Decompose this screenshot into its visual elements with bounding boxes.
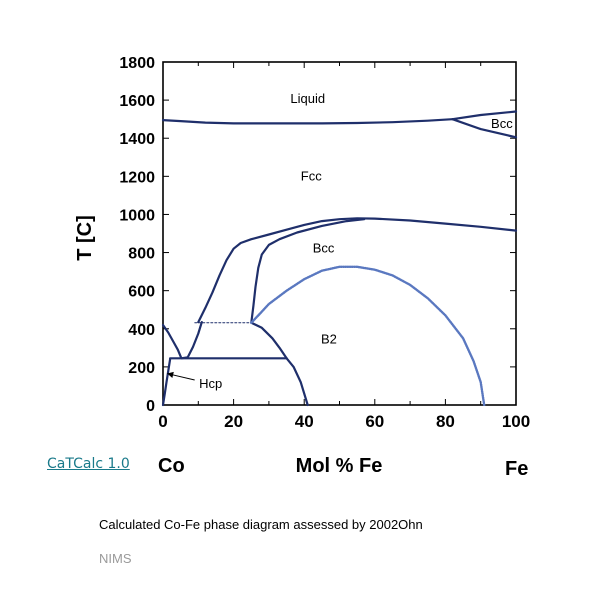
phase-boundary-line (161, 358, 172, 407)
plot-area (162, 61, 517, 406)
phase-boundary-line (451, 110, 518, 121)
y-tick-label: 200 (128, 360, 155, 377)
hcp-arrow-head (167, 371, 174, 379)
y-axis-label: T [C] (74, 215, 96, 261)
phase-boundary-line (197, 217, 518, 324)
x-tick-label: 100 (502, 412, 530, 431)
x-tick-label: 60 (365, 412, 384, 431)
y-tick-label: 800 (128, 246, 155, 263)
y-tick-label: 1800 (119, 55, 155, 72)
y-tick-label: 1600 (119, 93, 155, 110)
x-tick-label: 80 (436, 412, 455, 431)
region-label: Hcp (199, 376, 222, 391)
x-tick-label: 0 (158, 412, 167, 431)
y-tick-label: 600 (128, 284, 155, 301)
region-label: Bcc (491, 116, 513, 131)
figure-caption: Calculated Co-Fe phase diagram assessed … (99, 517, 423, 532)
right-endpoint-label: Fe (505, 458, 528, 480)
y-tick-label: 0 (146, 398, 155, 415)
phase-boundary-line (285, 357, 309, 407)
region-label: Fcc (301, 168, 322, 183)
x-axis-label: Mol % Fe (296, 455, 383, 477)
order-disorder-line (250, 265, 486, 407)
y-tick-label: 1200 (119, 169, 155, 186)
phase-boundary-line (451, 118, 518, 139)
x-tick-labels: 0 20 40 60 80 100 (158, 412, 530, 431)
catcalc-link[interactable]: CaTCalc 1.0 (47, 456, 130, 472)
x-tick-label: 20 (224, 412, 243, 431)
region-label: B2 (321, 331, 337, 346)
region-labels-layer: Liquid Bcc Fcc Bcc B2 Hcp (167, 91, 513, 391)
y-tick-label: 1000 (119, 207, 155, 224)
region-label: Liquid (290, 91, 325, 106)
phase-boundary-line (161, 118, 454, 125)
region-label: Bcc (313, 241, 335, 256)
tick-marks (162, 61, 517, 406)
phase-boundary-line (250, 218, 366, 324)
x-tick-label: 40 (295, 412, 314, 431)
y-tick-label: 400 (128, 322, 155, 339)
left-endpoint-label: Co (158, 455, 185, 477)
series-layer (161, 110, 518, 407)
credit-text: NIMS (99, 551, 132, 566)
y-tick-label: 1400 (119, 131, 155, 148)
phase-boundary-line (250, 321, 288, 360)
y-tick-labels: 0 200 400 600 800 1000 1200 1400 1600 1800 (119, 55, 155, 415)
